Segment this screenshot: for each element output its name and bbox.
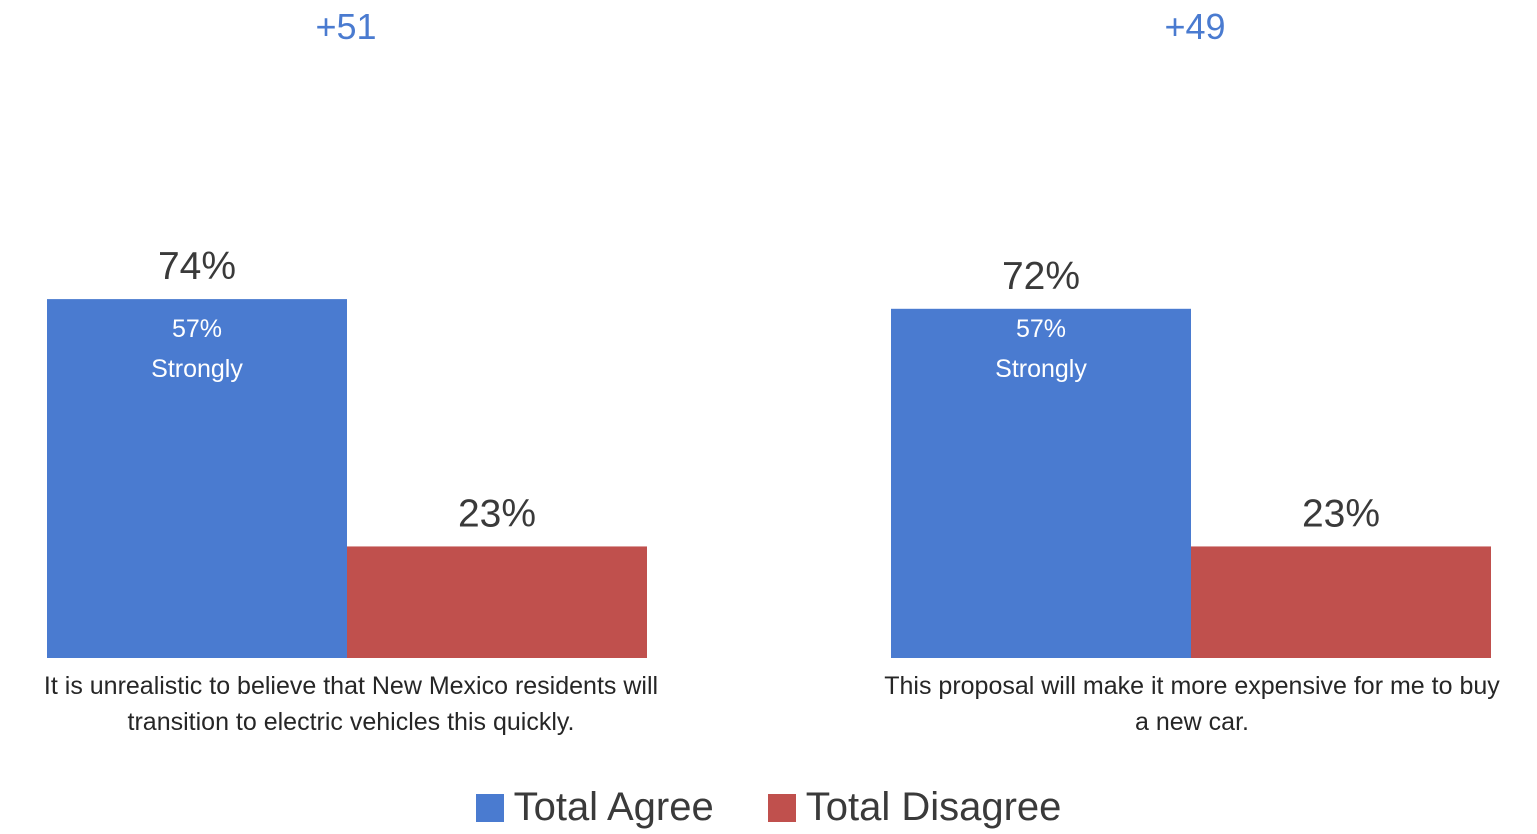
category-label-1: It is unrealistic to believe that New Me… xyxy=(43,672,659,736)
legend: Total Agree Total Disagree xyxy=(0,785,1537,830)
legend-swatch-disagree xyxy=(767,793,796,822)
legend-item-agree: Total Agree xyxy=(475,785,714,830)
data-label-disagree-1: 23% xyxy=(458,492,536,535)
inner-label-text-1: Strongly xyxy=(151,355,243,383)
category-label-2: This proposal will make it more expensiv… xyxy=(884,672,1500,736)
bar-agree-2 xyxy=(891,308,1191,658)
data-label-agree-2: 72% xyxy=(1002,255,1080,298)
net-label-2: +49 xyxy=(1164,6,1226,47)
inner-label-text-2: Strongly xyxy=(995,355,1087,383)
legend-label-disagree: Total Disagree xyxy=(805,785,1062,829)
data-label-disagree-2: 23% xyxy=(1302,492,1380,535)
data-label-agree-1: 74% xyxy=(158,245,236,288)
bar-disagree-2 xyxy=(1191,546,1491,658)
legend-item-disagree: Total Disagree xyxy=(767,785,1062,830)
legend-swatch-agree xyxy=(475,793,504,822)
net-label-1: +51 xyxy=(315,6,377,47)
bar-agree-1 xyxy=(47,299,347,658)
inner-label-value-2: 57% xyxy=(1016,315,1066,343)
inner-label-value-1: 57% xyxy=(172,315,222,343)
bar-disagree-1 xyxy=(347,546,647,658)
legend-label-agree: Total Agree xyxy=(513,785,714,829)
